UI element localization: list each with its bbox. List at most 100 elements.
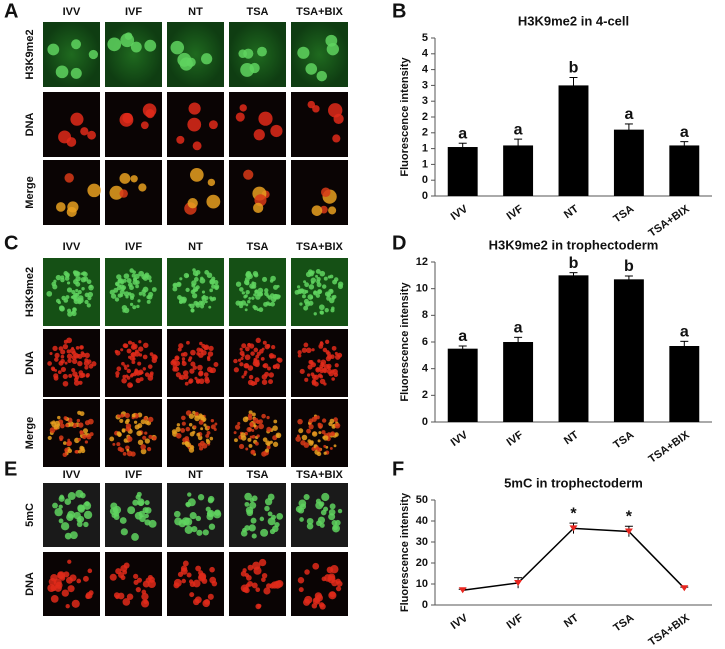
nucleus [203, 423, 207, 427]
nucleus [189, 368, 195, 374]
nucleus [74, 374, 80, 380]
nucleus [315, 274, 319, 278]
nucleus [181, 441, 185, 445]
nucleus [249, 422, 254, 427]
nucleus [188, 378, 194, 384]
nucleus [241, 375, 245, 379]
nucleus [206, 513, 214, 521]
row-label: 5mC [24, 503, 36, 527]
nucleus [147, 447, 152, 452]
y-tick-label: 2 [422, 389, 428, 401]
nucleus [207, 495, 215, 503]
nucleus [251, 434, 256, 439]
micrograph [291, 399, 348, 467]
nucleus [177, 295, 182, 300]
column-header: NT [188, 469, 203, 481]
micrograph [43, 92, 100, 157]
nucleus [317, 359, 321, 363]
nucleus [178, 343, 184, 349]
nucleus [142, 367, 146, 371]
nucleus [138, 353, 143, 357]
nucleus [144, 420, 150, 425]
nucleus [127, 435, 131, 440]
y-tick-label: 10 [416, 283, 428, 295]
nucleus [192, 410, 196, 415]
nucleus [208, 120, 218, 130]
column-header: IVF [125, 469, 142, 481]
micrograph [167, 92, 224, 157]
nucleus [58, 130, 72, 144]
nucleus [180, 565, 188, 572]
significance-label: * [626, 508, 633, 525]
significance-label: a [514, 320, 523, 337]
row-label: DNA [24, 113, 36, 137]
micrograph [229, 160, 286, 225]
x-tick-label: IVV [449, 429, 471, 449]
nucleus [306, 522, 314, 530]
y-tick-label: 5 [422, 32, 428, 44]
nucleus [75, 345, 80, 350]
nucleus [270, 296, 277, 303]
nucleus [131, 413, 136, 418]
nucleus [78, 380, 83, 385]
nucleus [73, 380, 80, 386]
nucleus [60, 354, 65, 359]
nucleus [74, 450, 78, 454]
nucleus [210, 424, 216, 430]
micrograph [43, 160, 101, 225]
row-label: H3K9me2 [24, 267, 36, 317]
nucleus [188, 423, 193, 427]
nucleus [195, 515, 202, 522]
nucleus [313, 374, 319, 380]
nucleus [181, 298, 187, 304]
nucleus [321, 492, 330, 502]
nucleus [181, 360, 185, 364]
marker [624, 528, 633, 535]
nucleus [322, 347, 328, 353]
nucleus [80, 272, 84, 276]
nucleus [140, 444, 147, 450]
nucleus [176, 135, 185, 144]
nucleus [258, 423, 265, 430]
nucleus [71, 599, 80, 608]
nucleus [197, 364, 203, 371]
nucleus [331, 345, 337, 351]
nucleus [319, 341, 324, 346]
nucleus [189, 445, 195, 450]
nucleus [86, 359, 92, 364]
nucleus [244, 492, 252, 501]
nucleus [242, 586, 249, 593]
nucleus [251, 428, 255, 432]
nucleus [299, 368, 305, 374]
error-bar [514, 336, 523, 347]
micrograph [229, 258, 286, 326]
nucleus [122, 569, 128, 575]
micrograph-bg [105, 92, 162, 157]
nucleus [87, 418, 94, 425]
nucleus [129, 296, 134, 300]
error-bar [680, 141, 689, 150]
nucleus [67, 559, 72, 564]
nucleus [181, 578, 187, 584]
nucleus [137, 439, 144, 446]
nucleus [327, 366, 331, 370]
micrograph [167, 22, 224, 87]
nucleus [144, 39, 157, 52]
nucleus [76, 578, 82, 584]
nucleus [67, 358, 72, 364]
nucleus [262, 437, 268, 442]
nucleus [144, 438, 151, 444]
nucleus [184, 381, 189, 386]
nucleus [124, 420, 129, 425]
y-tick-label: 50 [416, 494, 428, 506]
nucleus [258, 111, 273, 126]
nucleus [133, 579, 139, 585]
nucleus [263, 587, 271, 595]
nucleus [75, 281, 81, 287]
nucleus [77, 504, 85, 512]
panel-label: C [4, 232, 18, 254]
chart-title: H3K9me2 in 4-cell [518, 13, 629, 28]
nucleus [324, 307, 329, 313]
nucleus [272, 425, 278, 432]
nucleus [310, 361, 314, 366]
